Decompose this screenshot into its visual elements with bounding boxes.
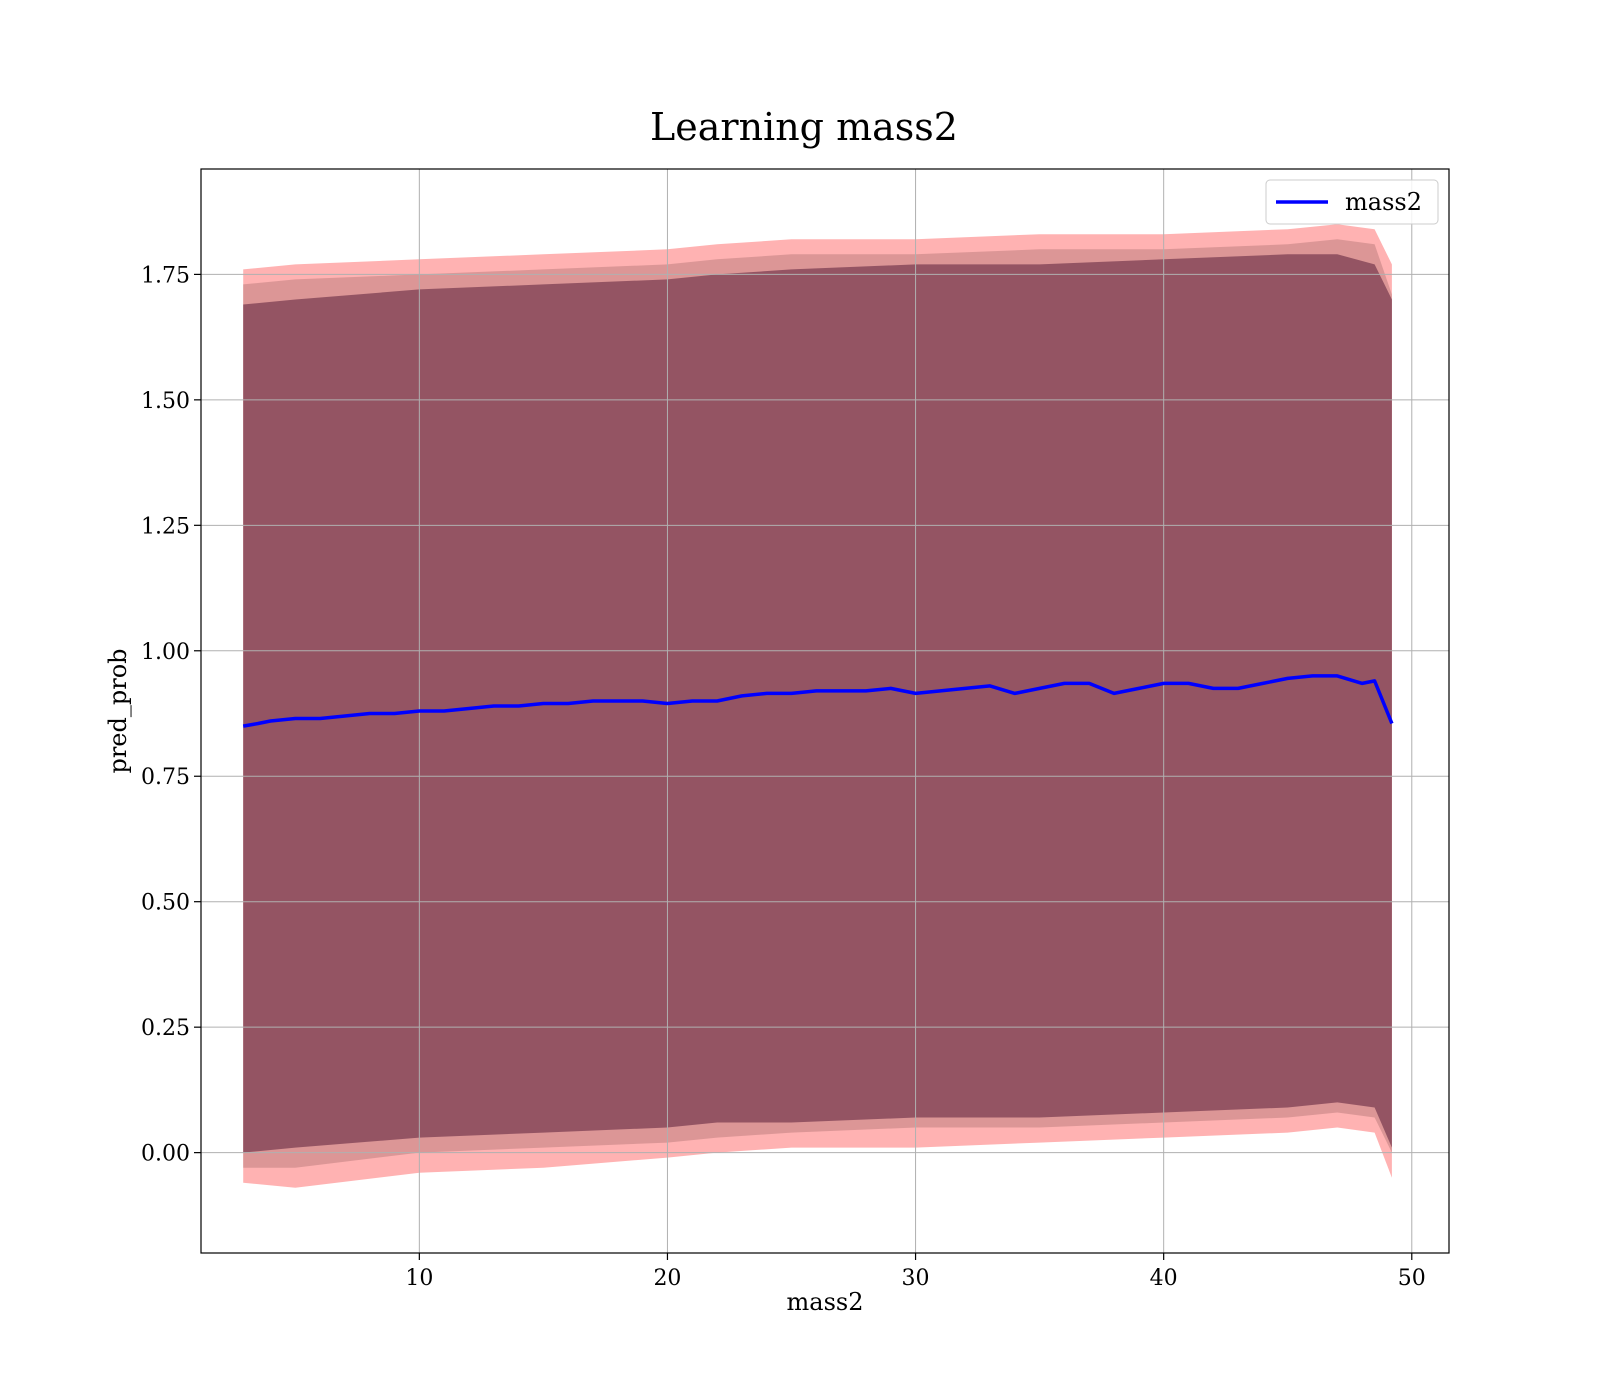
series-layer (242, 674, 1394, 728)
x-axis-ticks: 10 20 30 40 50 (405, 1253, 1426, 1291)
x-tick-label: 30 (902, 1266, 930, 1291)
y-tick-label: 1.25 (141, 514, 190, 539)
y-tick-label: 0.50 (141, 891, 190, 916)
series-line-mass2 (242, 674, 1394, 728)
plot-frame (200, 168, 1450, 1254)
y-tick-label: 1.00 (141, 640, 190, 665)
legend-box (1265, 179, 1439, 225)
x-tick-label: 20 (653, 1266, 681, 1291)
band-2 (243, 254, 1392, 1153)
y-axis-label: pred_prob (104, 648, 132, 773)
legend-entry-mass2: mass2 (1345, 188, 1422, 216)
grid-lines (201, 169, 1449, 1253)
y-tick-label: 1.50 (141, 389, 190, 414)
y-tick-label: 1.75 (141, 263, 190, 288)
y-tick-label: 0.75 (141, 765, 190, 790)
confidence-bands (243, 224, 1392, 1188)
y-axis-ticks: 0.00 0.25 0.50 0.75 1.00 1.25 1.50 1.75 (141, 263, 201, 1167)
y-tick-label: 0.00 (141, 1142, 190, 1167)
x-tick-label: 40 (1150, 1266, 1178, 1291)
x-axis-label: mass2 (787, 1288, 864, 1316)
legend: mass2 (1265, 179, 1439, 225)
x-tick-label: 50 (1398, 1266, 1426, 1291)
y-tick-label: 0.25 (141, 1016, 190, 1041)
x-tick-label: 10 (405, 1266, 433, 1291)
chart-title: Learning mass2 (650, 105, 958, 149)
